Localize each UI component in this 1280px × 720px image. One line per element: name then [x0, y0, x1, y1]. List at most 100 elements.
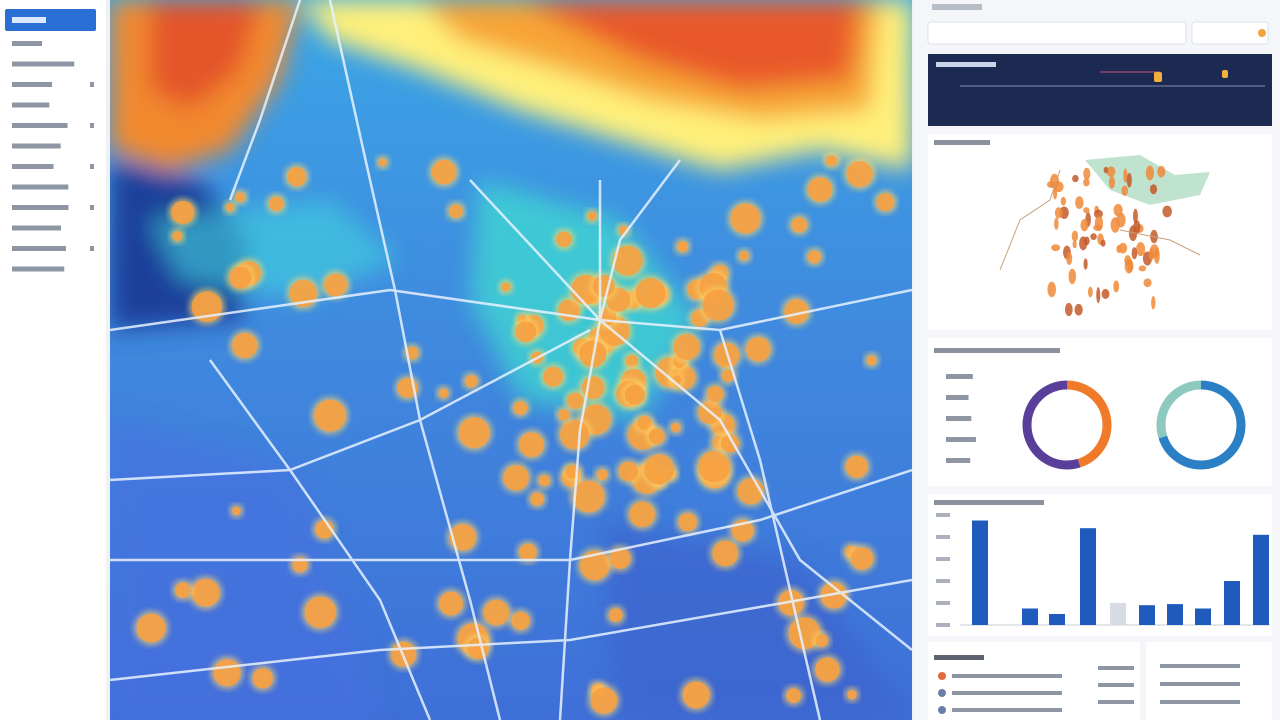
- region-hotspots: [1046, 165, 1172, 317]
- bar: [972, 520, 988, 625]
- hotspot-core: [721, 369, 735, 382]
- hotspot-core: [791, 217, 807, 233]
- region-dot: [1079, 236, 1088, 251]
- hotspot-core: [644, 454, 675, 485]
- region-dot: [1093, 209, 1103, 219]
- hotspot-core: [513, 401, 528, 415]
- region-dot: [1123, 168, 1128, 183]
- sidebar-item-text: [12, 143, 61, 149]
- hotspot-core: [746, 337, 771, 362]
- hotspot-core: [579, 550, 610, 581]
- region-dot: [1148, 248, 1155, 261]
- hotspot-core: [850, 547, 874, 570]
- hotspot-core: [625, 354, 639, 368]
- hotspot-core: [175, 582, 191, 598]
- hotspot-core: [449, 524, 477, 551]
- list-rows: [934, 655, 1240, 714]
- region-dot: [1072, 240, 1077, 249]
- region-outline: [999, 169, 1201, 271]
- hotspot-core: [567, 392, 584, 410]
- hotspot-core: [268, 196, 284, 211]
- bar: [1110, 603, 1126, 625]
- sidebar-item-text: [12, 184, 69, 190]
- region-dot: [1103, 166, 1109, 174]
- timeline-title: [936, 62, 996, 67]
- sidebar-item-text: [12, 17, 46, 23]
- region-dot: [1066, 252, 1073, 266]
- y-tick-placeholder: [936, 601, 950, 605]
- sidebar-item-text: [12, 164, 54, 169]
- sidebar-item-text: [12, 123, 68, 128]
- legend-text: [946, 395, 969, 400]
- heat-layers: [110, 0, 912, 720]
- region-dot: [1083, 167, 1091, 180]
- heat-map: [110, 0, 912, 720]
- region-dot: [1128, 225, 1138, 242]
- hotspot-core: [648, 428, 665, 445]
- region-dot: [1145, 165, 1155, 181]
- hotspot-core: [431, 159, 457, 185]
- list-text: [952, 708, 1062, 712]
- filter-box[interactable]: [1191, 21, 1269, 45]
- sidebar-item-icon: [90, 246, 94, 251]
- list-text: [1098, 666, 1134, 670]
- hotspot-core: [815, 634, 829, 647]
- search-label: [932, 4, 982, 10]
- region-dot: [1047, 281, 1057, 298]
- region-dot: [1060, 196, 1067, 206]
- region-dot: [1132, 208, 1138, 224]
- hotspot-core: [807, 177, 833, 202]
- hotspot-core: [637, 415, 652, 431]
- hotspot-core: [618, 461, 639, 482]
- sidebar-item-text: [12, 205, 69, 210]
- hotspot-core: [519, 543, 537, 561]
- region-dot: [1046, 181, 1056, 188]
- region-dot: [1053, 181, 1064, 193]
- list-text: [1160, 664, 1240, 668]
- list-title: [934, 655, 984, 660]
- region-dot: [1138, 265, 1147, 272]
- region-dot: [1121, 185, 1129, 196]
- y-tick-placeholder: [936, 513, 950, 517]
- hotspot-core: [788, 617, 821, 650]
- sidebar-item-icon: [90, 123, 94, 128]
- sidebar-item-text: [12, 246, 66, 251]
- timeline-handle[interactable]: [1222, 70, 1228, 78]
- list-text: [1160, 682, 1240, 686]
- hotspot-core: [560, 420, 590, 450]
- hotspot-core: [807, 250, 821, 264]
- hotspot-core: [671, 422, 681, 433]
- region-dot: [1054, 207, 1063, 219]
- region-shape: [1085, 155, 1210, 205]
- roads: [110, 0, 912, 720]
- hotspot-core: [191, 578, 220, 607]
- search-box[interactable]: [927, 21, 1187, 45]
- hotspot-core: [287, 167, 307, 187]
- hotspots: [133, 152, 898, 717]
- y-tick-placeholder: [936, 557, 950, 561]
- sidebar-item-text: [12, 41, 43, 46]
- hotspot-core: [698, 450, 731, 483]
- hotspot-core: [304, 596, 336, 628]
- hotspot-core: [543, 366, 564, 387]
- sidebar-item-text: [12, 102, 50, 108]
- hotspot-core: [530, 492, 544, 506]
- hotspot-core: [702, 289, 734, 321]
- hotspot-core: [720, 434, 739, 453]
- region-dot: [1151, 295, 1156, 310]
- hotspot-core: [712, 540, 739, 567]
- list-icon: [938, 689, 946, 697]
- list-icon: [938, 672, 946, 680]
- card-title: [934, 348, 1060, 353]
- card-title: [934, 500, 1044, 505]
- hotspot-core: [846, 160, 873, 188]
- legend-text: [946, 458, 971, 463]
- timeline-handle[interactable]: [1154, 72, 1162, 82]
- hotspot-core: [483, 599, 510, 626]
- hotspot-core: [590, 687, 618, 714]
- hotspot-core: [612, 245, 643, 276]
- legend-text: [946, 374, 973, 379]
- sidebar-active-item[interactable]: [5, 9, 96, 31]
- region-dot: [1083, 258, 1088, 270]
